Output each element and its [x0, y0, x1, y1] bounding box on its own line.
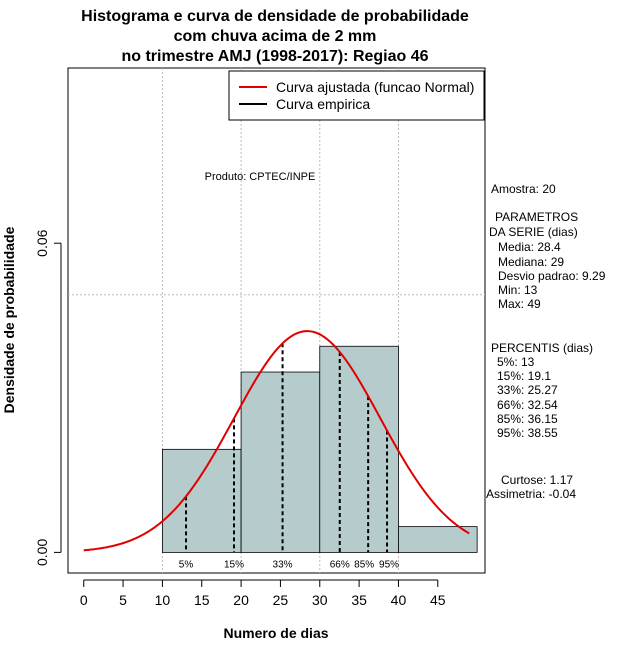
- y-axis-label: Densidade de probabilidade: [1, 226, 17, 413]
- stat-amostra: Amostra: 20: [491, 182, 556, 196]
- plot-frame: [67, 67, 486, 574]
- histogram-bars: [162, 345, 478, 553]
- params-title-2: DA SERIE (dias): [489, 225, 578, 239]
- percentile-label: 95%: [379, 559, 399, 570]
- stat-p95: 95%: 38.55: [497, 426, 558, 440]
- x-tick-label: 40: [391, 592, 407, 608]
- x-tick-label: 35: [351, 592, 367, 608]
- legend-box: [228, 70, 485, 121]
- percentile-label: 15%: [224, 559, 244, 570]
- percentile-label: 5%: [179, 559, 194, 570]
- x-axis-label: Numero de dias: [223, 625, 328, 641]
- y-axis: 0.00 0.06: [34, 229, 62, 566]
- percentile-label: 66%: [330, 559, 350, 570]
- normal-fit-curve: [83, 330, 470, 552]
- stat-p85: 85%: 36.15: [497, 412, 558, 426]
- chart-title-line-3: no trimestre AMJ (1998-2017): Regiao 46: [121, 48, 428, 65]
- percentile-lines: [185, 343, 389, 553]
- x-tick-label: 45: [430, 592, 446, 608]
- percentile-label: 33%: [273, 559, 293, 570]
- legend: Curva ajustada (funcao Normal) Curva emp…: [228, 70, 485, 121]
- y-tick-label: 0.06: [34, 229, 50, 256]
- stat-media: Media: 28.4: [498, 240, 561, 254]
- percentis-title: PERCENTIS (dias): [491, 341, 593, 355]
- percentile-labels: 5% 15% 33% 66% 85% 95%: [179, 559, 399, 570]
- x-tick-label: 0: [80, 592, 88, 608]
- histogram-bar: [240, 371, 321, 553]
- chart-title-line-2: com chuva acima de 2 mm: [174, 28, 377, 45]
- x-tick-label: 15: [194, 592, 210, 608]
- legend-label-fit: Curva ajustada (funcao Normal): [276, 79, 474, 95]
- stat-curtose: Curtose: 1.17: [501, 473, 573, 487]
- histogram-bar: [162, 448, 242, 553]
- stat-mediana: Mediana: 29: [498, 255, 564, 269]
- x-tick-label: 20: [233, 592, 249, 608]
- stat-assimetria: Assimetria: -0.04: [486, 487, 576, 501]
- stat-p5: 5%: 13: [497, 355, 535, 369]
- product-annotation: Produto: CPTEC/INPE: [205, 171, 316, 183]
- x-tick-label: 30: [312, 592, 328, 608]
- percentile-label: 85%: [354, 559, 374, 570]
- stat-p66: 66%: 32.54: [497, 398, 558, 412]
- stat-p33: 33%: 25.27: [497, 383, 558, 397]
- chart-title-line-1: Histograma e curva de densidade de proba…: [81, 8, 469, 25]
- x-tick-label: 10: [155, 592, 171, 608]
- stat-p15: 15%: 19.1: [497, 369, 551, 383]
- stat-min: Min: 13: [498, 283, 538, 297]
- stat-desvio: Desvio padrao: 9.29: [498, 269, 606, 283]
- x-axis: 0 5 10 15 20 25 30 35 40 45: [80, 579, 446, 608]
- stats-panel: Amostra: 20 PARAMETROS DA SERIE (dias) M…: [486, 182, 606, 501]
- params-title-1: PARAMETROS: [495, 210, 578, 224]
- y-tick-label: 0.00: [34, 539, 50, 566]
- x-tick-label: 5: [119, 592, 127, 608]
- x-tick-label: 25: [273, 592, 289, 608]
- histogram-bar: [319, 345, 399, 553]
- legend-label-empirical: Curva empirica: [276, 96, 370, 112]
- stat-max: Max: 49: [498, 297, 541, 311]
